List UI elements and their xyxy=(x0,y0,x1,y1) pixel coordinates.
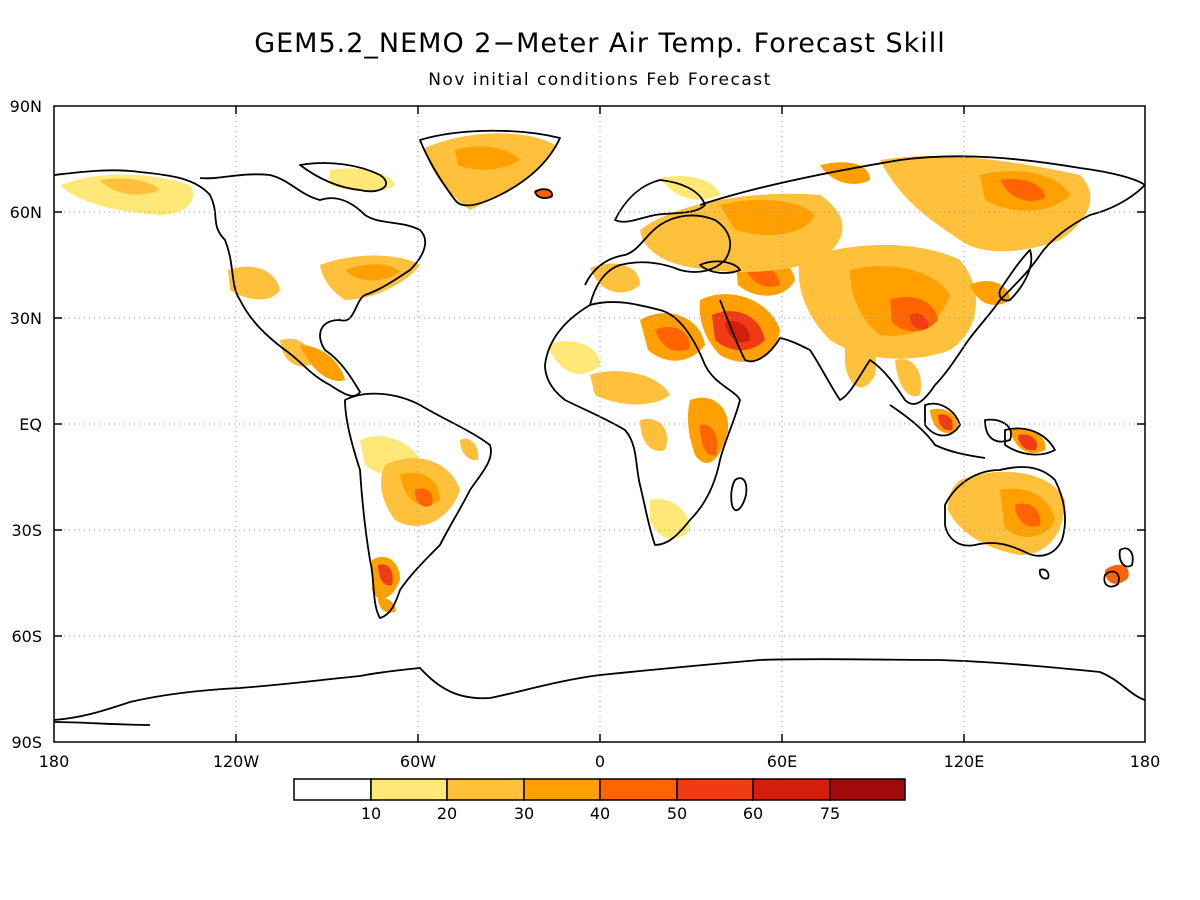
colorbar-label-75: 75 xyxy=(820,804,840,823)
coastlines xyxy=(54,129,1145,726)
colorbar-label-20: 20 xyxy=(437,804,457,823)
colorbar-label-30: 30 xyxy=(514,804,534,823)
lat-label-30n: 30N xyxy=(10,309,42,328)
gridlines xyxy=(54,106,1145,742)
lon-label-180w: 180 xyxy=(39,752,70,771)
colorbar xyxy=(293,778,906,801)
colorbar-label-60: 60 xyxy=(743,804,763,823)
lat-label-90n: 90N xyxy=(10,97,42,116)
lat-label-90s: 90S xyxy=(11,733,42,752)
lon-label-0: 0 xyxy=(595,752,605,771)
tick-marks xyxy=(54,106,1145,742)
colorbar-swatch-6 xyxy=(752,778,831,801)
lat-label-60n: 60N xyxy=(10,203,42,222)
lat-label-30s: 30S xyxy=(11,521,42,540)
colorbar-label-10: 10 xyxy=(361,804,381,823)
lat-label-60s: 60S xyxy=(11,627,42,646)
colorbar-swatch-3 xyxy=(523,778,601,801)
lon-label-60w: 60W xyxy=(400,752,436,771)
colorbar-label-50: 50 xyxy=(667,804,687,823)
colorbar-swatch-5 xyxy=(676,778,754,801)
skill-shading xyxy=(60,133,1129,613)
colorbar-label-40: 40 xyxy=(590,804,610,823)
lon-label-120w: 120W xyxy=(213,752,260,771)
colorbar-swatch-4 xyxy=(599,778,678,801)
map-subtitle: Nov initial conditions Feb Forecast xyxy=(428,70,772,90)
colorbar-swatch-1 xyxy=(370,778,448,801)
lat-label-eq: EQ xyxy=(19,415,42,434)
lon-label-60e: 60E xyxy=(767,752,797,771)
colorbar-swatch-7 xyxy=(829,778,906,801)
lon-label-120e: 120E xyxy=(944,752,985,771)
lon-label-180e: 180 xyxy=(1130,752,1161,771)
map-title: GEM5.2_NEMO 2−Meter Air Temp. Forecast S… xyxy=(254,28,946,59)
colorbar-swatch-2 xyxy=(446,778,525,801)
colorbar-swatch-0 xyxy=(293,778,372,801)
